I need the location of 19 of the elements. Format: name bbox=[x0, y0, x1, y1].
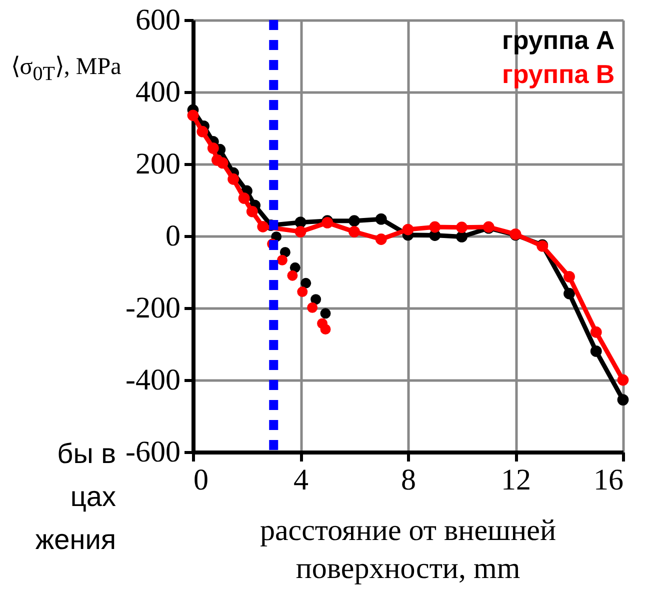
x-tick-label: 12 bbox=[501, 464, 531, 496]
x-tick-label: 8 bbox=[401, 464, 416, 496]
y-tick-label: -400 bbox=[126, 364, 180, 396]
x-axis-title: расстояние от внешней поверхности, mm bbox=[258, 513, 558, 587]
y-tick-label: 0 bbox=[166, 220, 180, 252]
text: группа B bbox=[502, 59, 615, 89]
y-tick-label: 600 bbox=[136, 4, 180, 36]
text: группа A bbox=[502, 25, 615, 55]
y-tick-label: 400 bbox=[136, 76, 180, 108]
x-tick-label: 4 bbox=[294, 464, 308, 496]
y-tick-label: -200 bbox=[126, 292, 180, 324]
x-tick-label: 16 bbox=[594, 464, 624, 496]
x-tick-label: 0 bbox=[194, 464, 208, 496]
y-axis-title: ⟨σ$_{0T}$⟩, MPa bbox=[10, 53, 122, 87]
text: бы в bbox=[56, 437, 116, 471]
text: жения bbox=[34, 523, 116, 557]
y-tick-label: 200 bbox=[136, 148, 180, 180]
y-tick-label: -600 bbox=[126, 436, 180, 468]
text: цах bbox=[69, 480, 116, 514]
